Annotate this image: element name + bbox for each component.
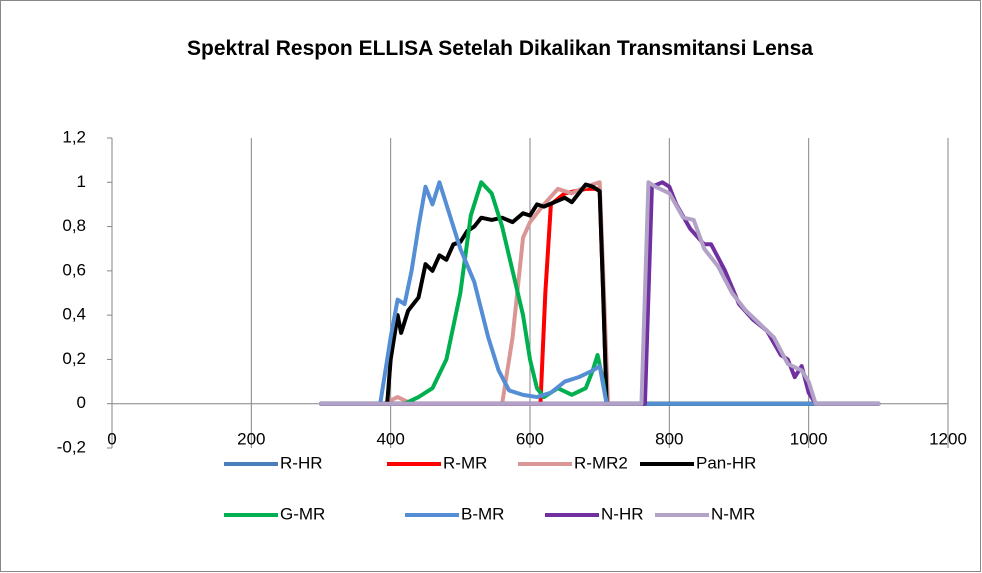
x-tick-label: 600: [516, 429, 544, 448]
legend-label: R-MR: [443, 453, 487, 472]
y-tick-label: 0,6: [62, 260, 86, 279]
y-tick-label: -0,2: [57, 437, 86, 456]
series-line: [319, 182, 881, 406]
y-tick-label: 0,8: [62, 216, 86, 235]
y-tick-label: 1: [77, 172, 86, 191]
y-tick-label: 0,2: [62, 349, 86, 368]
x-tick-label: 1000: [790, 429, 828, 448]
legend-label: G-MR: [280, 504, 325, 523]
chart-title: Spektral Respon ELLISA Setelah Dikalikan…: [187, 37, 813, 60]
x-tick-label: 1200: [929, 429, 967, 448]
y-tick-label: 1,2: [62, 127, 86, 146]
legend-label: R-HR: [280, 453, 323, 472]
series-line: [319, 180, 881, 406]
y-tick-label: 0,4: [62, 305, 86, 324]
x-tick-label: 400: [376, 429, 404, 448]
legend-label: R-MR2: [574, 453, 628, 472]
legend-label: Pan-HR: [696, 453, 756, 472]
series-line: [319, 180, 881, 406]
series-line: [319, 180, 881, 406]
x-tick-label: 0: [107, 429, 116, 448]
x-tick-label: 800: [655, 429, 683, 448]
legend-label: N-HR: [601, 504, 644, 523]
legend-label: B-MR: [461, 504, 504, 523]
x-tick-label: 200: [237, 429, 265, 448]
legend-label: N-MR: [711, 504, 755, 523]
y-tick-label: 0: [77, 393, 86, 412]
